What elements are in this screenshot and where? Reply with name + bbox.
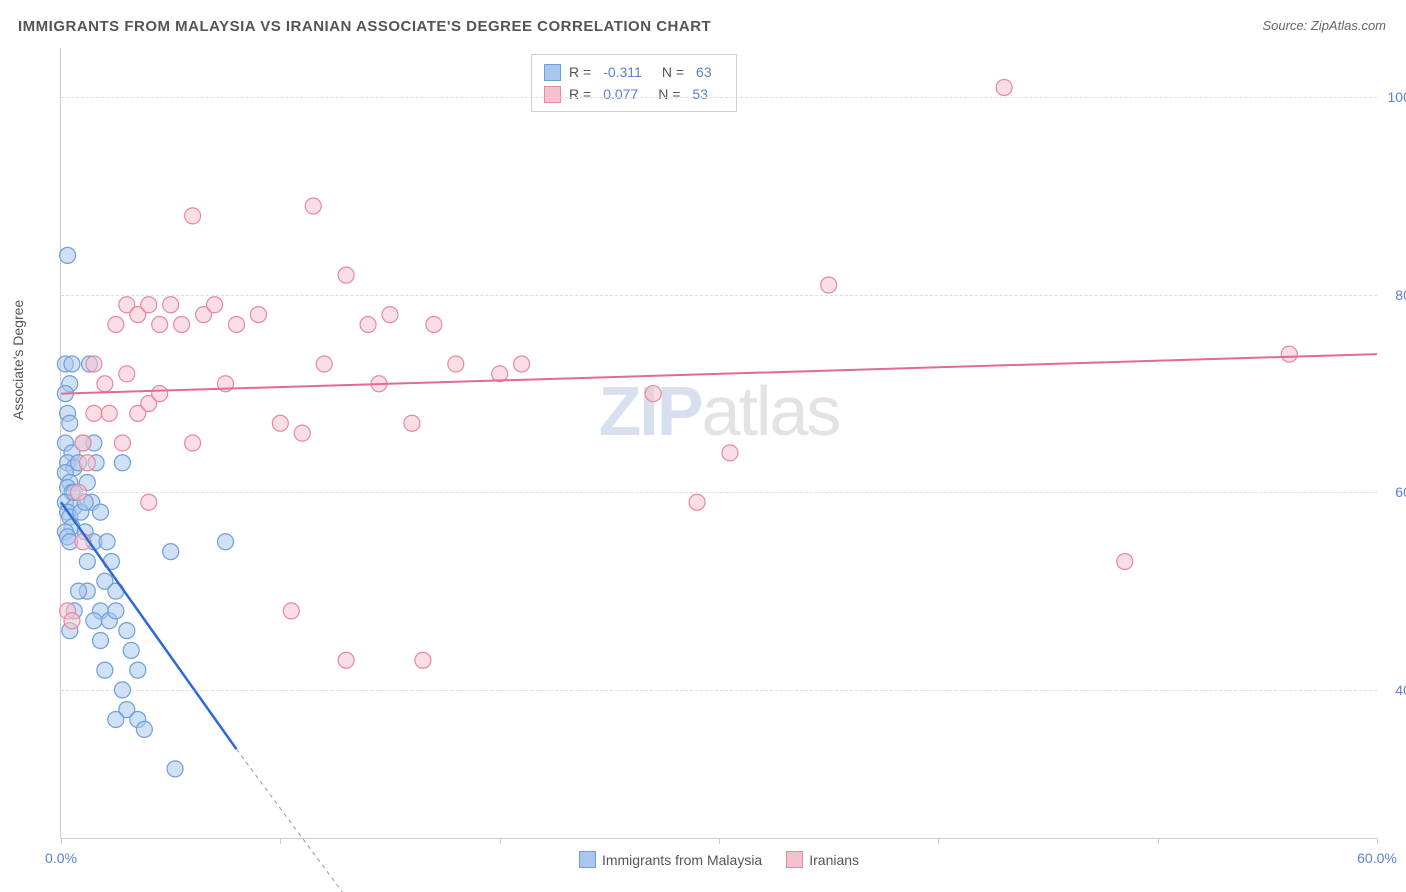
r-value-1: -0.311 [603, 61, 642, 83]
stats-row-2: R = 0.077 N = 53 [544, 83, 724, 105]
xtick [719, 838, 720, 844]
xtick [1377, 838, 1378, 844]
xtick-label: 0.0% [45, 850, 77, 866]
ytick-label: 60.0% [1383, 484, 1406, 500]
n-value-2: 53 [692, 83, 708, 105]
legend-label: Iranians [809, 852, 859, 868]
xtick-label: 60.0% [1357, 850, 1397, 866]
swatch-iranians [786, 851, 803, 868]
stats-row-1: R = -0.311 N = 63 [544, 61, 724, 83]
xtick [938, 838, 939, 844]
bottom-legend: Immigrants from Malaysia Iranians [579, 851, 859, 868]
gridline [61, 492, 1377, 493]
ytick-label: 80.0% [1383, 287, 1406, 303]
chart-svg [61, 48, 1377, 838]
plot-area: ZIPatlas R = -0.311 N = 63 R = 0.077 N =… [60, 48, 1377, 839]
xtick [1158, 838, 1159, 844]
gridline [61, 97, 1377, 98]
swatch-iranians [544, 86, 561, 103]
n-value-1: 63 [696, 61, 712, 83]
source-label: Source: ZipAtlas.com [1262, 18, 1386, 33]
r-value-2: 0.077 [603, 83, 638, 105]
xtick [61, 838, 62, 844]
r-label: R = [569, 83, 591, 105]
gridline [61, 690, 1377, 691]
gridline [61, 295, 1377, 296]
n-label: N = [662, 61, 684, 83]
xtick [280, 838, 281, 844]
swatch-malaysia [544, 64, 561, 81]
swatch-malaysia [579, 851, 596, 868]
n-label: N = [658, 83, 680, 105]
ytick-label: 100.0% [1383, 89, 1406, 105]
legend-item-iranians: Iranians [786, 851, 859, 868]
xtick [500, 838, 501, 844]
r-label: R = [569, 61, 591, 83]
y-axis-label: Associate's Degree [10, 300, 26, 420]
chart-title: IMMIGRANTS FROM MALAYSIA VS IRANIAN ASSO… [18, 18, 711, 35]
ytick-label: 40.0% [1383, 682, 1406, 698]
stats-legend: R = -0.311 N = 63 R = 0.077 N = 53 [531, 54, 737, 112]
legend-label: Immigrants from Malaysia [602, 852, 762, 868]
legend-item-malaysia: Immigrants from Malaysia [579, 851, 762, 868]
